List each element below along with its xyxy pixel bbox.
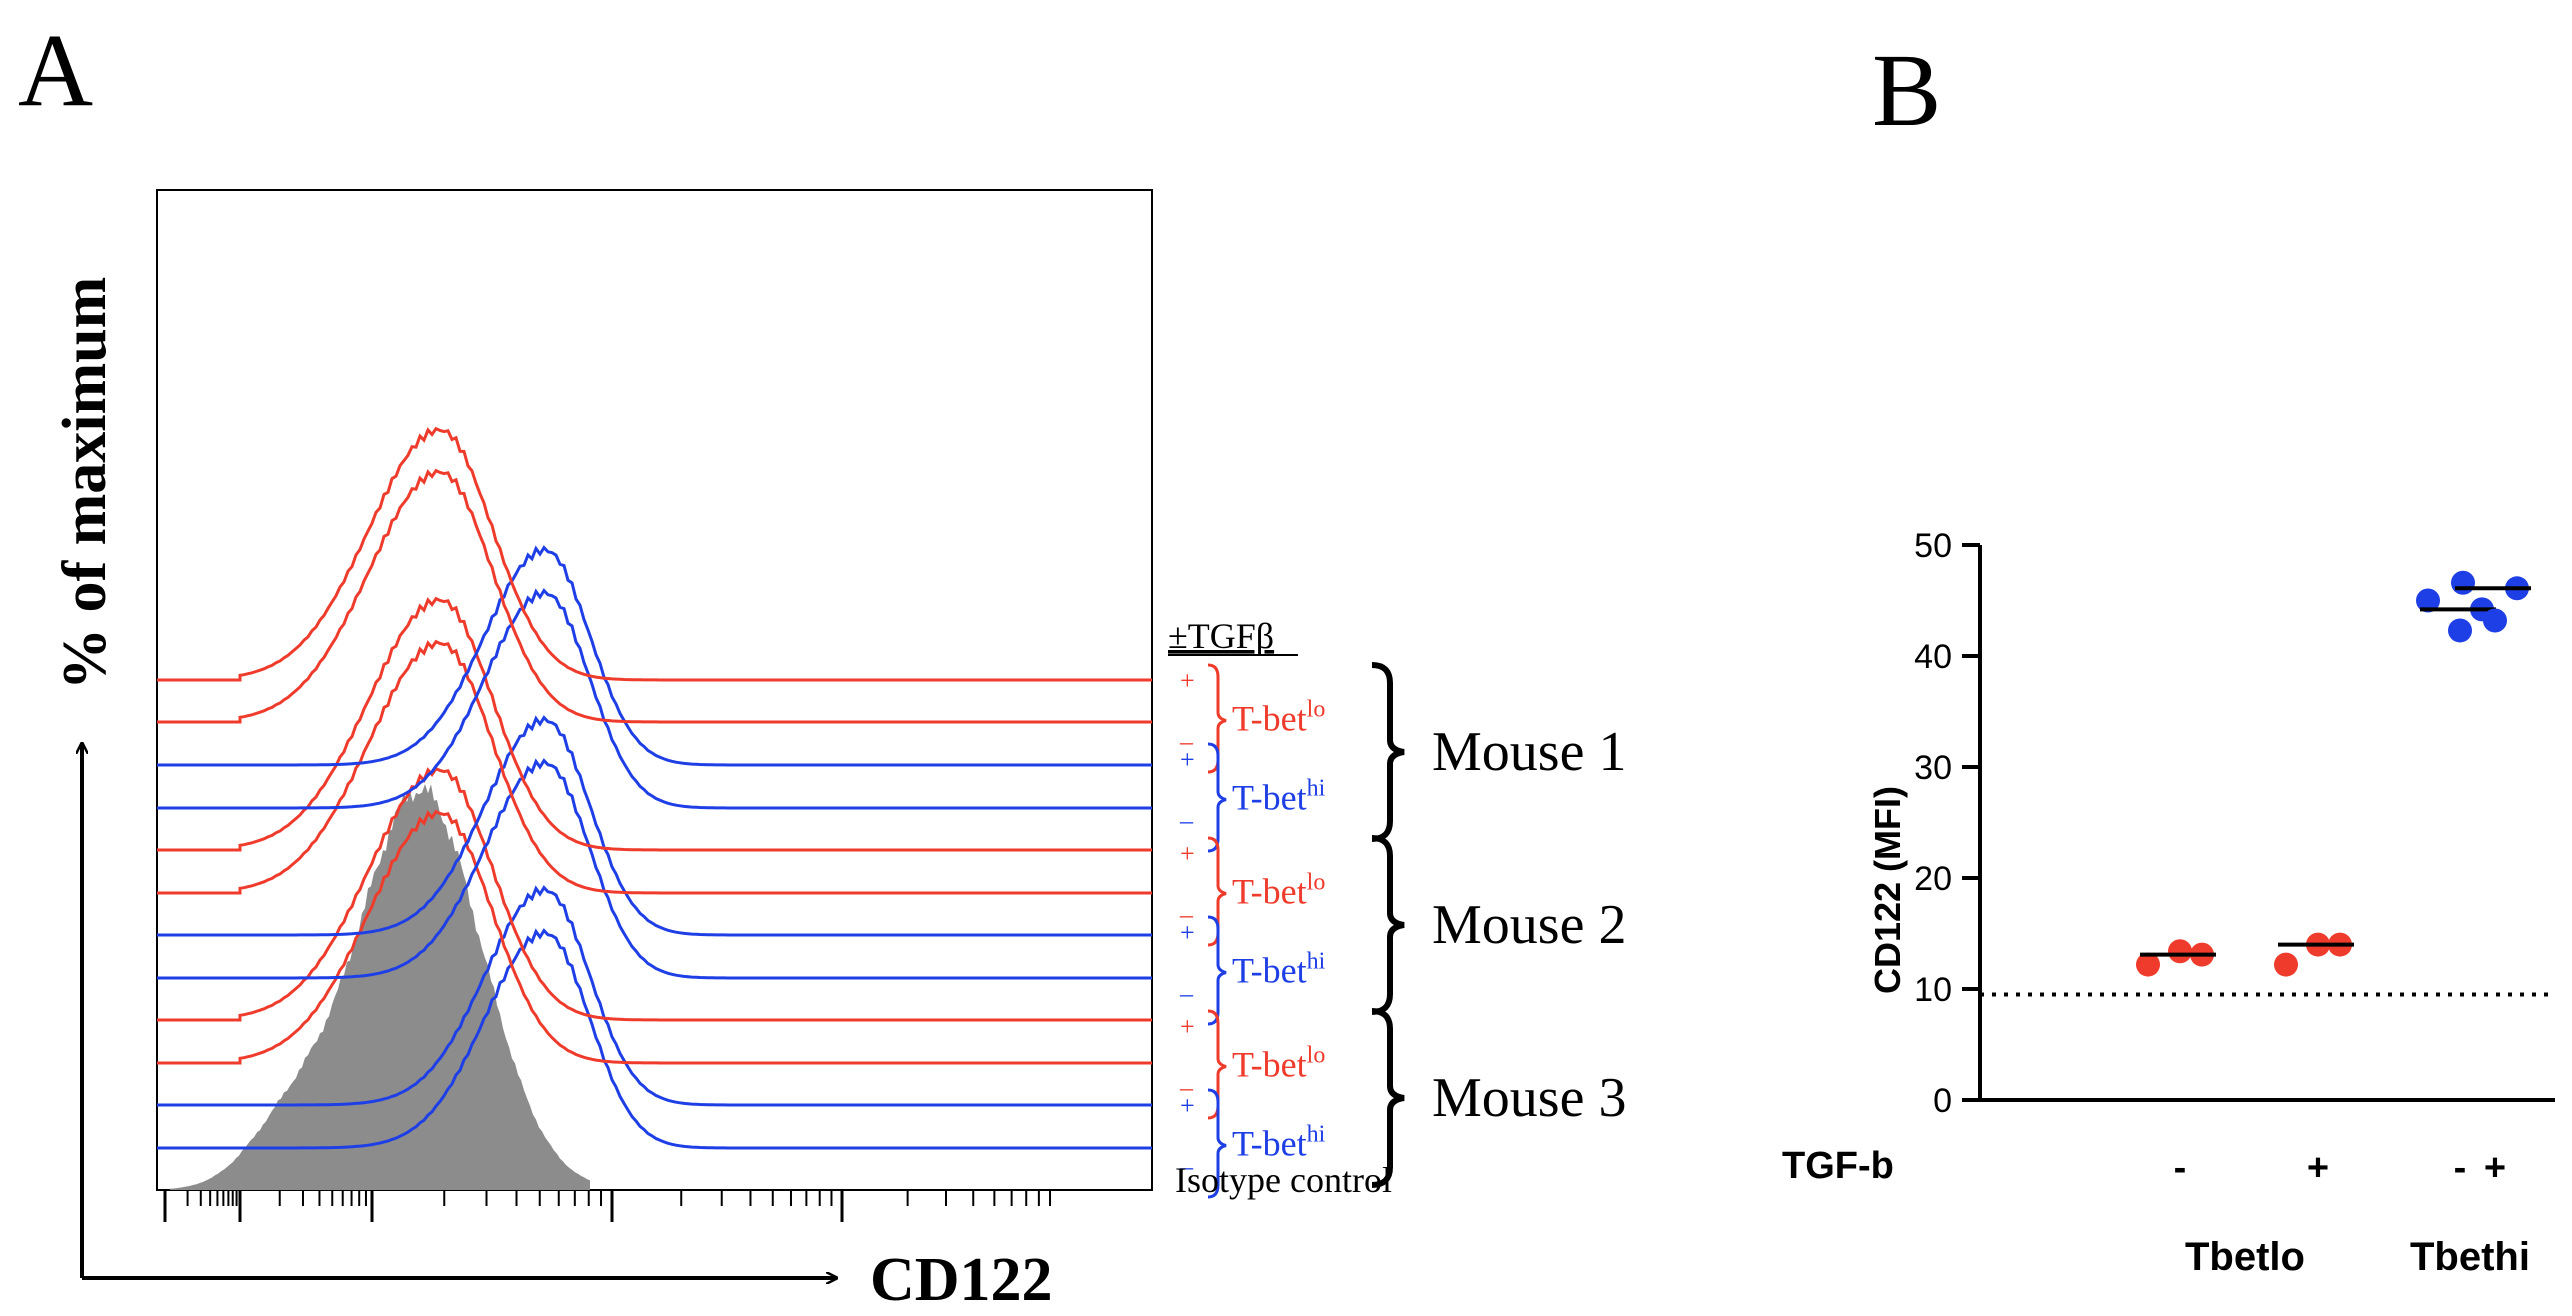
group-label: T-bethi	[1232, 949, 1326, 991]
treatment-header: ±TGFβ	[1168, 616, 1274, 656]
group-brace	[1207, 742, 1227, 853]
y-tick-label-b: 40	[1914, 638, 1952, 676]
tgfb-row-label: TGF-b	[1782, 1145, 1894, 1187]
group-label: T-betlo	[1232, 697, 1325, 739]
plus-sign: +	[1180, 839, 1195, 868]
data-point	[2451, 570, 2475, 595]
mouse-brace	[1371, 1008, 1405, 1188]
group-label: T-betlo	[1232, 870, 1325, 912]
minus-sign: –	[1179, 979, 1194, 1008]
x-axis-label-a: CD122	[870, 1246, 1053, 1314]
plus-sign: +	[1180, 666, 1195, 695]
isotype-histogram	[170, 784, 590, 1190]
histogram-mouse-3-tbetlo-plus	[157, 766, 1152, 1022]
plus-sign: +	[1180, 918, 1195, 947]
histogram-mouse-3-tbethi-minus	[157, 928, 1152, 1150]
y-axis-label-a: % of maximum	[51, 277, 119, 690]
y-tick-label-b: 30	[1914, 749, 1952, 787]
group-label: T-bethi	[1232, 776, 1326, 818]
minus-sign: –	[1179, 900, 1194, 929]
plus-sign: +	[1180, 1012, 1195, 1041]
histogram-mouse-1-tbethi-minus	[157, 588, 1152, 810]
minus-sign: –	[1179, 806, 1194, 835]
histogram-mouse-2-tbethi-minus	[157, 758, 1152, 980]
histogram-mouse-2-tbetlo-minus	[157, 639, 1152, 895]
histogram-mouse-1-tbethi-plus	[157, 545, 1152, 767]
log-axis-ticks	[163, 1190, 1052, 1222]
group-label: T-betlo	[1232, 1043, 1325, 1085]
minus-sign: –	[1179, 1152, 1194, 1181]
histogram-mouse-3-tbetlo-minus	[157, 809, 1152, 1065]
y-tick-label-b: 50	[1914, 527, 1952, 565]
data-point	[2136, 952, 2160, 977]
mouse-label: Mouse 2	[1432, 894, 1626, 956]
histogram-mouse-2-tbetlo-plus	[157, 596, 1152, 852]
group-brace	[1207, 915, 1227, 1026]
data-point	[2274, 952, 2298, 977]
y-tick-label-b: 10	[1914, 971, 1952, 1009]
data-point	[2168, 939, 2192, 964]
group-label: T-bethi	[1232, 1122, 1326, 1164]
tgfb-category-label: -	[2174, 1147, 2187, 1189]
histogram-frame	[156, 189, 1153, 1191]
group-label-b: Tbetlo	[2185, 1235, 2305, 1279]
group-brace	[1207, 1088, 1227, 1199]
data-point	[2448, 618, 2472, 643]
tgfb-category-label: +	[2484, 1147, 2506, 1189]
plus-sign: +	[1180, 745, 1195, 774]
y-tick-label-b: 0	[1933, 1082, 1952, 1120]
panel-a-label: A	[18, 13, 93, 128]
group-label-b: Tbethi	[2410, 1235, 2530, 1279]
mouse-label: Mouse 3	[1432, 1067, 1626, 1129]
histogram-mouse-3-tbethi-plus	[157, 885, 1152, 1107]
mouse-label: Mouse 1	[1432, 721, 1626, 783]
plus-sign: +	[1180, 1091, 1195, 1120]
tgfb-category-label: -	[2454, 1147, 2467, 1189]
histogram-curves	[157, 426, 1152, 1190]
histogram-mouse-1-tbetlo-plus	[157, 426, 1152, 682]
data-point	[2483, 608, 2507, 633]
y-tick-label-b: 20	[1914, 860, 1952, 898]
histogram-mouse-1-tbetlo-minus	[157, 468, 1152, 724]
minus-sign: –	[1179, 727, 1194, 756]
isotype-label: Isotype control	[1175, 1160, 1392, 1200]
minus-sign: –	[1179, 1073, 1194, 1102]
tgfb-category-label: +	[2307, 1147, 2329, 1189]
mouse-brace	[1371, 662, 1405, 842]
y-axis-label-b: CD122 (MFI)	[1867, 786, 1908, 994]
histogram-mouse-2-tbethi-plus	[157, 715, 1152, 937]
data-point	[2416, 588, 2440, 613]
panel-b-label: B	[1872, 33, 1941, 148]
mouse-brace	[1371, 835, 1405, 1015]
